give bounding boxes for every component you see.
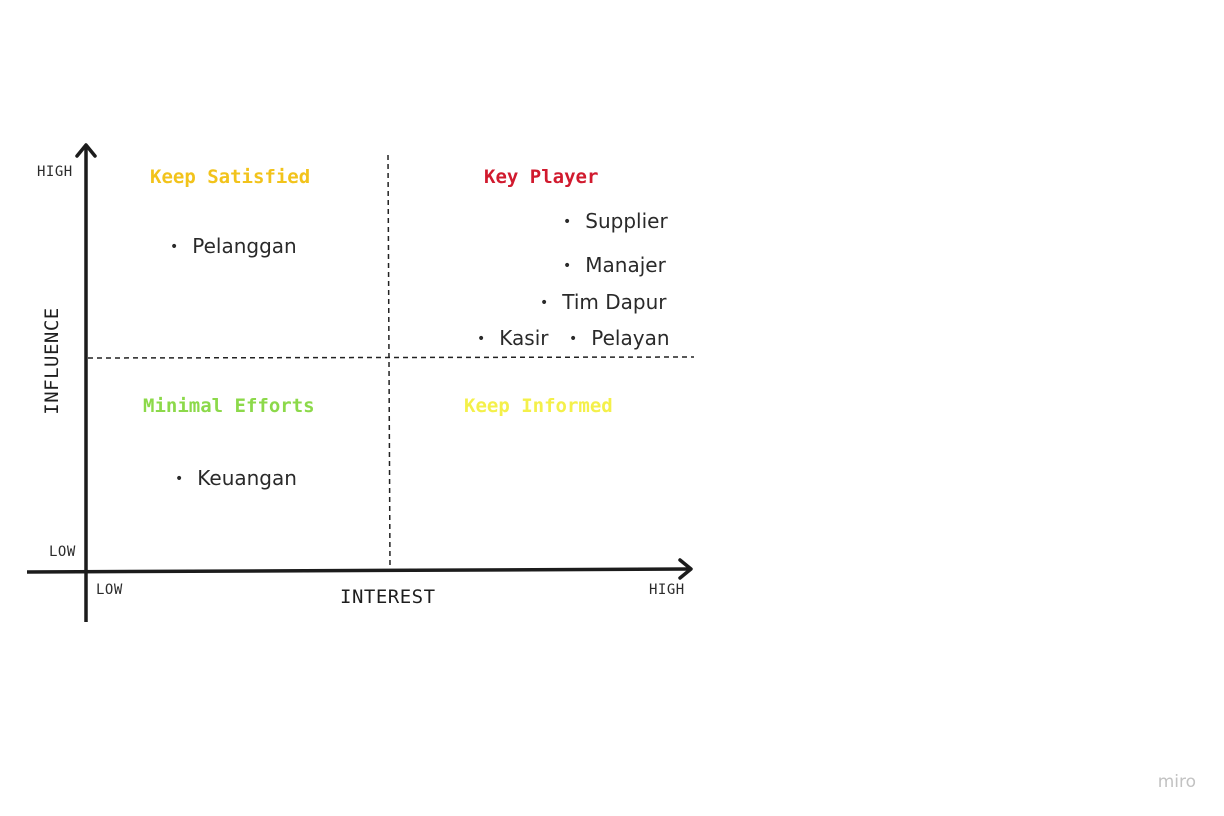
x-axis-arrowhead xyxy=(678,558,693,580)
item-pelayan: • Pelayan xyxy=(569,326,670,350)
x-axis-title: INTEREST xyxy=(340,586,436,608)
item-label: Tim Dapur xyxy=(562,290,667,314)
item-label: Manajer xyxy=(585,253,666,277)
quadrant-title-keep-satisfied: Keep Satisfied xyxy=(150,166,311,188)
x-axis-high-label: HIGH xyxy=(649,582,685,598)
item-kasir: • Kasir xyxy=(477,326,548,350)
item-pelanggan: • Pelanggan xyxy=(170,234,297,258)
bullet: • xyxy=(563,214,572,230)
item-label: Pelanggan xyxy=(192,234,297,258)
item-label: Kasir xyxy=(499,326,549,350)
y-axis-low-label: LOW xyxy=(49,544,76,560)
x-axis xyxy=(26,567,690,574)
vertical-divider xyxy=(387,154,391,569)
item-supplier: • Supplier xyxy=(563,209,668,233)
bullet: • xyxy=(569,331,578,347)
bullet: • xyxy=(540,295,549,311)
quadrant-title-keep-informed: Keep Informed xyxy=(464,395,613,417)
miro-watermark: miro xyxy=(1157,772,1196,792)
x-axis-low-label: LOW xyxy=(96,582,123,598)
item-label: Keuangan xyxy=(197,466,297,490)
y-axis-title: INFLUENCE xyxy=(41,307,63,415)
y-axis-high-label: HIGH xyxy=(37,164,73,180)
item-manajer: • Manajer xyxy=(563,253,666,277)
quadrant-title-key-player: Key Player xyxy=(484,166,599,188)
item-keuangan: • Keuangan xyxy=(175,466,297,490)
bullet: • xyxy=(477,331,486,347)
bullet: • xyxy=(170,239,179,255)
y-axis-arrowhead xyxy=(75,143,97,158)
quadrant-title-minimal-efforts: Minimal Efforts xyxy=(143,395,315,417)
item-label: Pelayan xyxy=(591,326,670,350)
bullet: • xyxy=(175,471,184,487)
item-tim-dapur: • Tim Dapur xyxy=(540,290,667,314)
item-label: Supplier xyxy=(585,209,668,233)
horizontal-divider xyxy=(87,356,695,359)
bullet: • xyxy=(563,258,572,274)
